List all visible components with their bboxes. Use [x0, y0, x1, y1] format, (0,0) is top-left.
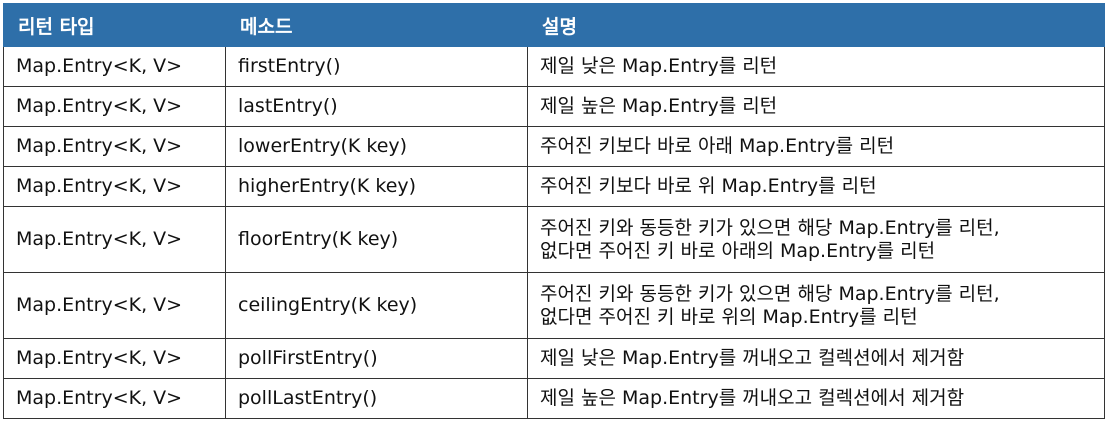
table-row: Map.Entry<K, V> firstEntry() 제일 낮은 Map.E…	[3, 46, 1105, 87]
return-type-cell: Map.Entry<K, V>	[3, 338, 226, 379]
description-cell: 제일 높은 Map.Entry를 꺼내오고 컬렉션에서 제거함	[527, 378, 1105, 419]
description-line: 제일 낮은 Map.Entry를 꺼내오고 컬렉션에서 제거함	[540, 347, 965, 369]
description-line: 제일 낮은 Map.Entry를 리턴	[540, 55, 778, 77]
description-line: 없다면 주어진 키 바로 위의 Map.Entry를 리턴	[540, 305, 918, 328]
table-row: Map.Entry<K, V> pollLastEntry() 제일 높은 Ma…	[3, 378, 1105, 419]
table-row: Map.Entry<K, V> floorEntry(K key) 주어진 키와…	[3, 206, 1105, 273]
table-row: Map.Entry<K, V> lowerEntry(K key) 주어진 키보…	[3, 126, 1105, 167]
return-type-cell: Map.Entry<K, V>	[3, 272, 226, 339]
description-line: 주어진 키와 동등한 키가 있으면 해당 Map.Entry를 리턴,	[540, 282, 1000, 305]
return-type-cell: Map.Entry<K, V>	[3, 206, 226, 273]
description-line: 주어진 키보다 바로 아래 Map.Entry를 리턴	[540, 135, 895, 157]
description-cell: 주어진 키보다 바로 위 Map.Entry를 리턴	[527, 166, 1105, 207]
return-type-cell: Map.Entry<K, V>	[3, 126, 226, 167]
method-table: 리턴 타입 메소드 설명 Map.Entry<K, V> firstEntry(…	[3, 3, 1105, 419]
header-return-type: 리턴 타입	[3, 3, 226, 47]
method-cell: pollFirstEntry()	[225, 338, 528, 379]
header-row: 리턴 타입 메소드 설명	[3, 3, 1105, 47]
method-cell: pollLastEntry()	[225, 378, 528, 419]
return-type-cell: Map.Entry<K, V>	[3, 166, 226, 207]
table-row: Map.Entry<K, V> pollFirstEntry() 제일 낮은 M…	[3, 338, 1105, 379]
description-cell: 주어진 키와 동등한 키가 있으면 해당 Map.Entry를 리턴, 없다면 …	[527, 272, 1105, 339]
description-line: 없다면 주어진 키 바로 아래의 Map.Entry를 리턴	[540, 239, 936, 262]
description-line: 제일 높은 Map.Entry를 리턴	[540, 95, 778, 117]
header-method: 메소드	[225, 3, 528, 47]
table-row: Map.Entry<K, V> ceilingEntry(K key) 주어진 …	[3, 272, 1105, 339]
header-description: 설명	[527, 3, 1105, 47]
method-cell: higherEntry(K key)	[225, 166, 528, 207]
method-cell: ceilingEntry(K key)	[225, 272, 528, 339]
description-line: 주어진 키보다 바로 위 Map.Entry를 리턴	[540, 175, 877, 197]
description-cell: 제일 낮은 Map.Entry를 꺼내오고 컬렉션에서 제거함	[527, 338, 1105, 379]
method-cell: lowerEntry(K key)	[225, 126, 528, 167]
method-cell: firstEntry()	[225, 46, 528, 87]
description-line: 주어진 키와 동등한 키가 있으면 해당 Map.Entry를 리턴,	[540, 216, 1000, 239]
description-line: 제일 높은 Map.Entry를 꺼내오고 컬렉션에서 제거함	[540, 387, 965, 409]
description-cell: 주어진 키와 동등한 키가 있으면 해당 Map.Entry를 리턴, 없다면 …	[527, 206, 1105, 273]
return-type-cell: Map.Entry<K, V>	[3, 378, 226, 419]
description-cell: 제일 낮은 Map.Entry를 리턴	[527, 46, 1105, 87]
table-row: Map.Entry<K, V> lastEntry() 제일 높은 Map.En…	[3, 86, 1105, 127]
method-cell: floorEntry(K key)	[225, 206, 528, 273]
return-type-cell: Map.Entry<K, V>	[3, 86, 226, 127]
return-type-cell: Map.Entry<K, V>	[3, 46, 226, 87]
table-row: Map.Entry<K, V> higherEntry(K key) 주어진 키…	[3, 166, 1105, 207]
description-cell: 주어진 키보다 바로 아래 Map.Entry를 리턴	[527, 126, 1105, 167]
method-cell: lastEntry()	[225, 86, 528, 127]
description-cell: 제일 높은 Map.Entry를 리턴	[527, 86, 1105, 127]
